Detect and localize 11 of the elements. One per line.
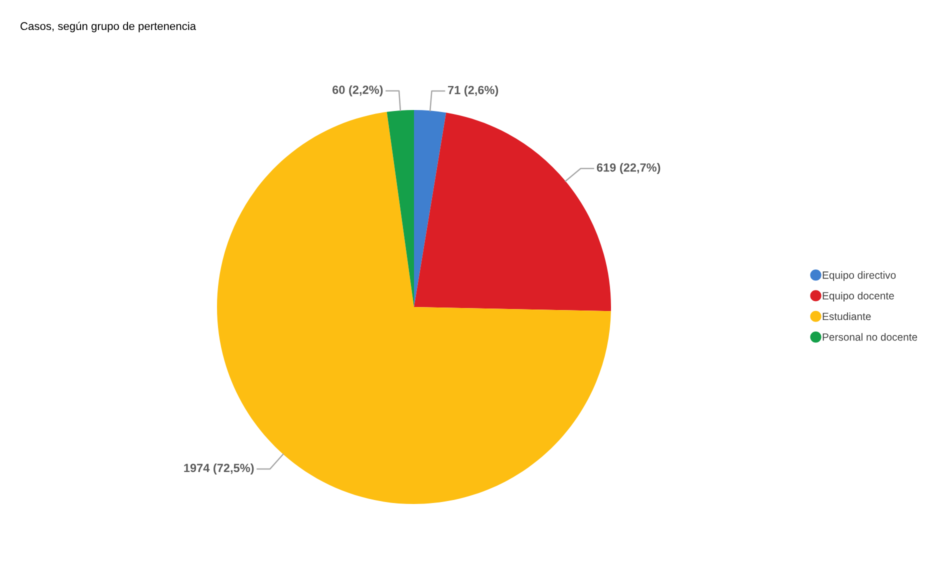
pie-slice	[414, 110, 446, 307]
legend-label: Equipo docente	[822, 292, 894, 302]
legend-label: Personal no docente	[822, 333, 918, 341]
chart-title: Casos, según grupo de pertenencia	[20, 22, 196, 32]
data-label: 60 (2,2%)	[332, 85, 383, 96]
data-label: 71 (2,6%)	[448, 86, 498, 97]
legend-label: Estudiante	[822, 312, 871, 320]
legend-label: Equipo directivo	[822, 271, 896, 281]
pie-slice	[386, 110, 414, 307]
data-label: 619 (22,7%)	[596, 163, 660, 174]
data-label: 1974 (72,5%)	[184, 463, 254, 474]
